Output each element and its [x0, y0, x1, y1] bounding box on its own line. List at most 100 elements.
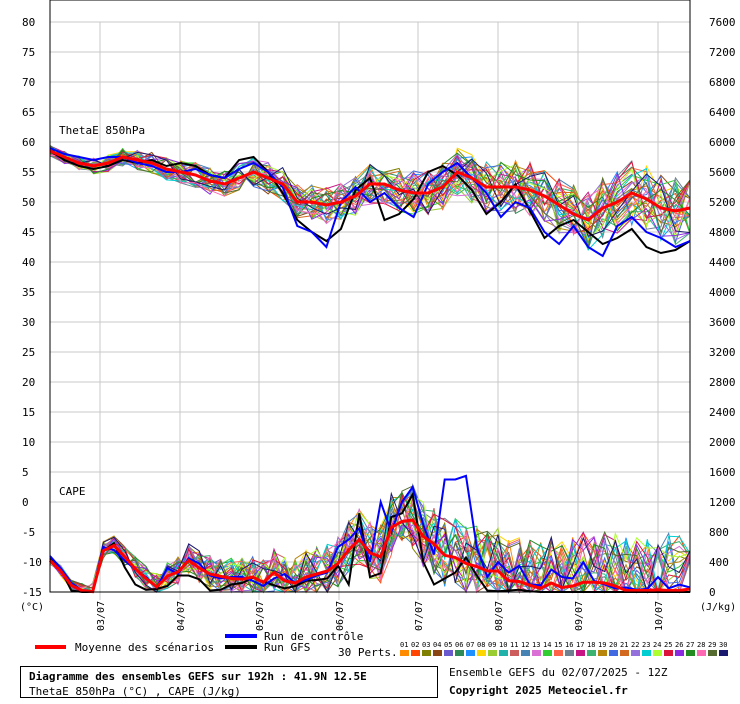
legend-member-swatch [543, 650, 552, 656]
legend-member-number: 06 [455, 641, 463, 649]
left-tick-label: 5 [22, 466, 29, 479]
right-tick-label: 2400 [709, 406, 736, 419]
legend-member-swatch [587, 650, 596, 656]
legend-member-swatch [631, 650, 640, 656]
legend-member-number: 22 [631, 641, 639, 649]
legend-member-swatch [477, 650, 486, 656]
legend-perts-label: 30 Perts. [338, 646, 398, 659]
legend-member-number: 18 [587, 641, 595, 649]
thetae-member-line [49, 145, 691, 251]
legend-member-number: 02 [411, 641, 419, 649]
legend-member-swatch [565, 650, 574, 656]
legend-member-swatch [664, 650, 673, 656]
left-tick-label: 10 [22, 436, 35, 449]
legend-member-swatch [411, 650, 420, 656]
left-tick-label: -15 [22, 586, 42, 599]
legend-member-number: 19 [598, 641, 606, 649]
right-axis-unit: (J/kg) [700, 602, 736, 613]
legend-mean-label: Moyenne des scénarios [75, 641, 214, 654]
copyright: Copyright 2025 Meteociel.fr [449, 684, 628, 697]
legend-member-swatch [620, 650, 629, 656]
right-tick-label: 1200 [709, 496, 736, 509]
left-tick-label: 30 [22, 316, 35, 329]
chart-grid [50, 21, 690, 600]
x-tick-label: 08/07 [494, 601, 505, 631]
legend-member-number: 17 [576, 641, 584, 649]
x-tick-label: 09/07 [574, 601, 585, 631]
legend-member-swatch [598, 650, 607, 656]
legend-member-swatch [697, 650, 706, 656]
legend-member-number: 13 [532, 641, 540, 649]
chart-legend: Moyenne des scénarios Run de contrôleRun … [35, 630, 728, 659]
legend-member-number: 08 [477, 641, 485, 649]
left-tick-label: 0 [22, 496, 29, 509]
legend-member-number: 27 [686, 641, 694, 649]
legend-member-swatch [488, 650, 497, 656]
legend-member-swatch [532, 650, 541, 656]
legend-member-swatch [433, 650, 442, 656]
cape-panel-label: CAPE [59, 485, 86, 498]
right-tick-label: 400 [709, 556, 729, 569]
legend-member-number: 12 [521, 641, 529, 649]
x-tick-label: 07/07 [414, 601, 425, 631]
thetae-member-line [49, 147, 691, 237]
legend-member-swatch [444, 650, 453, 656]
legend-member-number: 29 [708, 641, 716, 649]
legend-gfs-label: Run GFS [264, 641, 310, 654]
legend-member-number: 24 [653, 641, 661, 649]
left-tick-label: 15 [22, 406, 35, 419]
x-tick-label: 05/07 [255, 601, 266, 631]
legend-member-swatch [576, 650, 585, 656]
left-tick-label: 35 [22, 286, 35, 299]
left-tick-label: 60 [22, 136, 35, 149]
legend-member-swatch [708, 650, 717, 656]
chart-title: Diagramme des ensembles GEFS sur 192h : … [29, 670, 367, 683]
legend-member-swatch [642, 650, 651, 656]
legend-member-number: 11 [510, 641, 518, 649]
right-tick-label: 3600 [709, 316, 736, 329]
right-tick-label: 6800 [709, 76, 736, 89]
right-tick-label: 1600 [709, 466, 736, 479]
x-tick-label: 04/07 [176, 601, 187, 631]
right-tick-label: 7600 [709, 16, 736, 29]
thetae-gfs-line [49, 150, 691, 255]
x-tick-label: 06/07 [335, 601, 346, 631]
legend-member-swatch [686, 650, 695, 656]
legend-member-number: 07 [466, 641, 474, 649]
legend-control-label: Run de contrôle [264, 630, 363, 643]
thetae-panel-label: ThetaE 850hPa [59, 124, 145, 137]
legend-member-number: 01 [400, 641, 408, 649]
cape-mean-line [48, 518, 691, 594]
left-tick-label: 40 [22, 256, 35, 269]
left-axis-unit: (°C) [20, 602, 44, 613]
plot-frame [49, 0, 691, 593]
legend-member-swatch [719, 650, 728, 656]
legend-member-swatch [422, 650, 431, 656]
legend-member-number: 16 [565, 641, 573, 649]
right-tick-label: 3200 [709, 346, 736, 359]
legend-member-swatch [466, 650, 475, 656]
left-tick-label: 20 [22, 376, 35, 389]
left-tick-label: 75 [22, 46, 35, 59]
left-tick-label: 55 [22, 166, 35, 179]
legend-member-number: 25 [664, 641, 672, 649]
legend-member-number: 23 [642, 641, 650, 649]
right-tick-label: 6400 [709, 106, 736, 119]
right-tick-label: 4400 [709, 256, 736, 269]
right-tick-label: 5600 [709, 166, 736, 179]
legend-member-swatch [653, 650, 662, 656]
right-tick-label: 5200 [709, 196, 736, 209]
legend-member-swatch [510, 650, 519, 656]
legend-member-number: 28 [697, 641, 705, 649]
legend-member-swatch [609, 650, 618, 656]
legend-member-swatch [675, 650, 684, 656]
legend-member-number: 26 [675, 641, 683, 649]
legend-member-number: 10 [499, 641, 507, 649]
right-tick-label: 4000 [709, 286, 736, 299]
legend-member-number: 21 [620, 641, 628, 649]
legend-member-number: 15 [554, 641, 562, 649]
x-tick-label: 03/07 [96, 601, 107, 631]
left-tick-label: 50 [22, 196, 35, 209]
